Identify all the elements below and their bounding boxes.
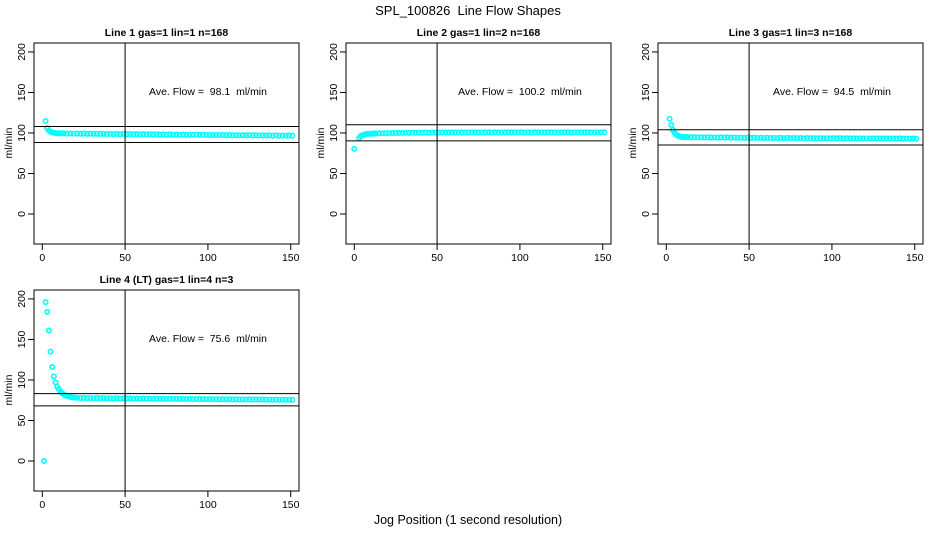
svg-text:50: 50	[16, 167, 28, 179]
ave-flow-annotation: Ave. Flow = 100.2 ml/min	[458, 86, 582, 98]
x-axis-ticks: 0 50 100 150	[351, 244, 612, 264]
x-axis-title: Jog Position (1 second resolution)	[373, 513, 563, 527]
plot-border	[33, 42, 300, 245]
panel-title: Line 1 gas=1 lin=1 n=168	[104, 27, 229, 39]
y-axis-ticks: 0 50 100 150 200	[640, 43, 658, 217]
panel-line-3: Line 3 gas=1 lin=3 n=168 0 50 100 150 0 50 100…	[624, 20, 936, 267]
plot-canvas: 0 50 100 150 0 50 100 150 200	[16, 42, 300, 264]
panel-line-4: Line 4 (LT) gas=1 lin=4 n=3 0 50 100 150 0 50…	[0, 267, 312, 514]
y-axis-label: ml/min	[627, 127, 639, 159]
svg-text:0: 0	[351, 252, 357, 264]
panel-title: Line 4 (LT) gas=1 lin=4 n=3	[99, 274, 234, 286]
plot-canvas: 0 50 100 150 0 50 100 150 200	[640, 42, 924, 264]
svg-text:150: 150	[640, 84, 652, 102]
svg-text:0: 0	[16, 458, 28, 464]
svg-text:50: 50	[119, 499, 131, 511]
svg-text:100: 100	[16, 371, 28, 389]
svg-text:50: 50	[640, 167, 652, 179]
panel-title: Line 2 gas=1 lin=2 n=168	[416, 27, 541, 39]
svg-text:100: 100	[16, 124, 28, 142]
svg-text:150: 150	[594, 252, 612, 264]
y-axis-label: ml/min	[315, 127, 327, 159]
svg-text:100: 100	[199, 499, 217, 511]
svg-text:150: 150	[16, 331, 28, 349]
data-points	[666, 115, 920, 142]
svg-text:0: 0	[640, 211, 652, 217]
x-axis-ticks: 0 50 100 150	[39, 244, 300, 264]
svg-text:200: 200	[640, 43, 652, 61]
svg-text:150: 150	[906, 252, 924, 264]
plot-canvas: 0 50 100 150 0 50 100 150 200	[328, 42, 612, 264]
plot-canvas: 0 50 100 150 0 50 100 150 200	[16, 289, 300, 511]
ave-flow-annotation: Ave. Flow = 98.1 ml/min	[149, 86, 267, 98]
y-axis-ticks: 0 50 100 150 200	[16, 43, 34, 217]
svg-text:0: 0	[663, 252, 669, 264]
svg-text:50: 50	[743, 252, 755, 264]
plot-border	[657, 42, 924, 245]
plot-border	[33, 289, 300, 492]
svg-text:50: 50	[328, 167, 340, 179]
panel-line-2: Line 2 gas=1 lin=2 n=168 0 50 100 150 0 50 100…	[312, 20, 624, 267]
x-axis-ticks: 0 50 100 150	[663, 244, 924, 264]
y-axis-label: ml/min	[3, 374, 15, 406]
svg-text:150: 150	[282, 252, 300, 264]
svg-text:150: 150	[328, 84, 340, 102]
svg-text:0: 0	[39, 499, 45, 511]
svg-text:100: 100	[823, 252, 841, 264]
panel-title: Line 3 gas=1 lin=3 n=168	[728, 27, 853, 39]
svg-text:100: 100	[511, 252, 529, 264]
svg-text:200: 200	[16, 43, 28, 61]
y-axis-ticks: 0 50 100 150 200	[16, 290, 34, 464]
main-title: SPL_100826 Line Flow Shapes	[375, 3, 561, 18]
svg-text:200: 200	[16, 290, 28, 308]
x-axis-ticks: 0 50 100 150	[39, 491, 300, 511]
data-points	[42, 117, 296, 139]
panel-line-1: Line 1 gas=1 lin=1 n=168 0 50 100 150 0 50 100…	[0, 20, 312, 267]
data-points	[40, 299, 296, 465]
svg-text:150: 150	[282, 499, 300, 511]
svg-text:50: 50	[431, 252, 443, 264]
y-axis-ticks: 0 50 100 150 200	[328, 43, 346, 217]
svg-text:50: 50	[119, 252, 131, 264]
svg-text:50: 50	[16, 414, 28, 426]
svg-text:100: 100	[640, 124, 652, 142]
ave-flow-annotation: Ave. Flow = 75.6 ml/min	[149, 333, 267, 345]
svg-text:100: 100	[199, 252, 217, 264]
svg-text:0: 0	[16, 211, 28, 217]
plot-border	[345, 42, 612, 245]
svg-text:150: 150	[16, 84, 28, 102]
svg-text:100: 100	[328, 124, 340, 142]
svg-text:200: 200	[328, 43, 340, 61]
y-axis-label: ml/min	[3, 127, 15, 159]
svg-text:0: 0	[328, 211, 340, 217]
ave-flow-annotation: Ave. Flow = 94.5 ml/min	[773, 86, 891, 98]
data-points	[351, 129, 608, 152]
svg-text:0: 0	[39, 252, 45, 264]
